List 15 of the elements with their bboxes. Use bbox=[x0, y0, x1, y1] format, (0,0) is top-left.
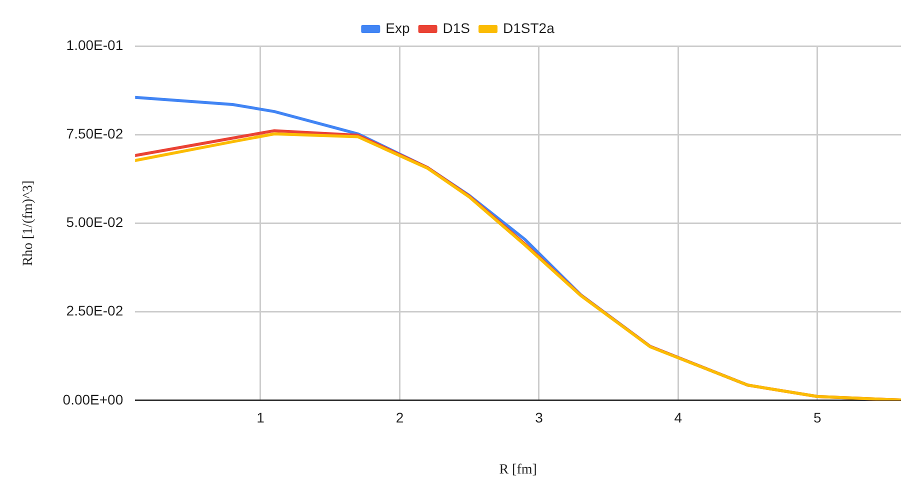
legend-label: D1ST2a bbox=[503, 20, 555, 36]
legend-label: Exp bbox=[386, 20, 410, 36]
x-tick-label: 1 bbox=[256, 410, 265, 426]
y-axis-title: Rho [1/(fm)^3] bbox=[21, 180, 36, 266]
x-tick-label: 2 bbox=[396, 410, 404, 426]
x-tick-label: 3 bbox=[535, 410, 544, 426]
x-tick-label: 5 bbox=[814, 410, 822, 426]
y-tick-label: 0.00E+00 bbox=[62, 391, 124, 408]
x-axis-title: R [fm] bbox=[499, 462, 537, 478]
y-tick-label: 5.00E-02 bbox=[66, 214, 124, 230]
legend-label: D1S bbox=[442, 20, 470, 36]
y-tick-label: 7.50E-02 bbox=[66, 125, 124, 142]
y-tick-label: 1.00E-01 bbox=[66, 36, 124, 53]
y-tick-label: 2.50E-02 bbox=[66, 302, 124, 319]
x-tick-label: 4 bbox=[674, 410, 682, 426]
